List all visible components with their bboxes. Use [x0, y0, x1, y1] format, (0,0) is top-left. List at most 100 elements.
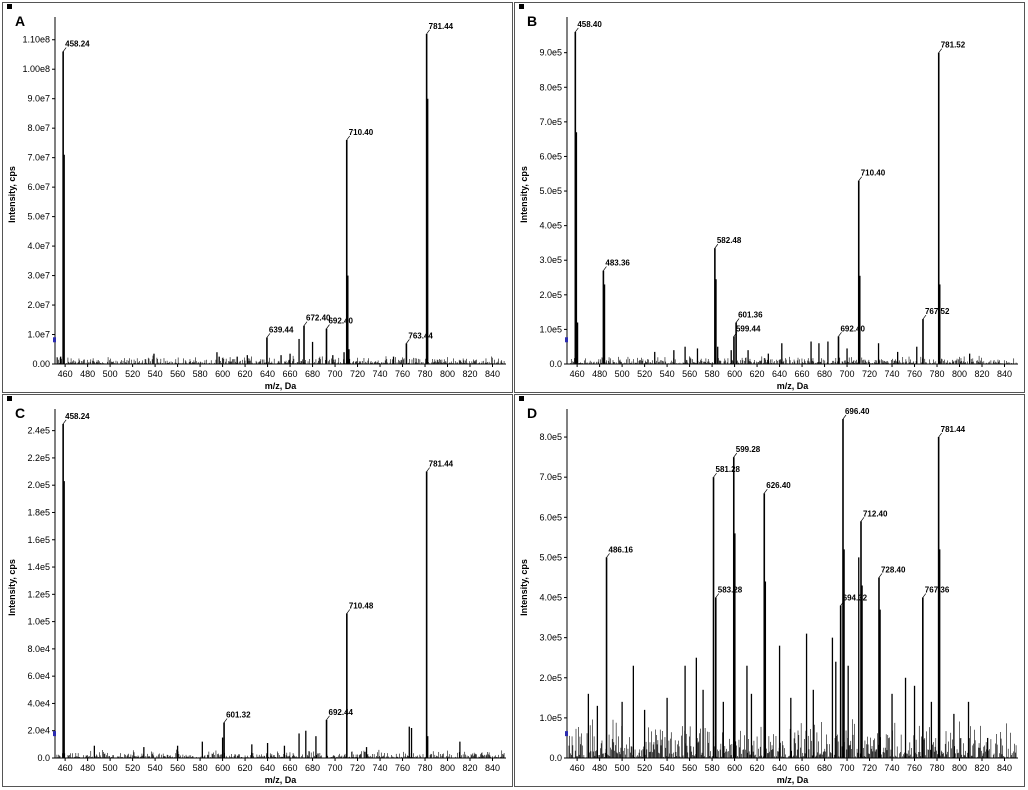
y-tick-label: 1.0e5: [539, 713, 562, 723]
x-tick-label: 740: [373, 369, 388, 379]
x-tick-label: 800: [952, 369, 967, 379]
peak-label: 458.40: [577, 20, 602, 29]
peak-label: 712.40: [863, 509, 888, 518]
x-tick-label: 640: [772, 763, 787, 773]
x-tick-label: 640: [772, 369, 787, 379]
peak-label-leader: [426, 29, 430, 35]
x-tick-label: 680: [305, 369, 320, 379]
x-tick-label: 640: [260, 763, 275, 773]
peak-label-leader: [922, 593, 927, 598]
y-tick-label: 8.0e5: [539, 82, 562, 92]
corner-marker: [7, 396, 12, 401]
x-tick-label: 840: [997, 369, 1012, 379]
x-tick-label: 580: [705, 369, 720, 379]
peak-label-leader: [62, 419, 67, 425]
x-tick-label: 800: [440, 369, 455, 379]
x-tick-label: 560: [170, 369, 185, 379]
y-tick-label: 2.2e5: [27, 453, 50, 463]
y-tick-label: 1.0e5: [27, 617, 50, 627]
chart-panel-b: B 0.0 1.0e5 2.0e5 3.0e5 4.0e5 5.0e5 6.0e5 7.0e5…: [514, 2, 1025, 393]
y-tick-label: 6.0e5: [539, 512, 562, 522]
x-tick-label: 780: [418, 763, 433, 773]
y-tick-label: 4.0e5: [539, 593, 562, 603]
peak-label-leader: [860, 517, 865, 522]
peak-label-leader: [326, 715, 330, 721]
y-tick-label: 1.4e5: [27, 562, 50, 572]
y-tick-label: 7.0e5: [539, 472, 562, 482]
x-tick-label: 560: [682, 763, 697, 773]
peak-label: 483.36: [605, 259, 630, 268]
corner-marker: [519, 4, 524, 9]
x-tick-label: 540: [660, 763, 675, 773]
peak-label-leader: [426, 467, 430, 472]
x-tick-label: 700: [840, 369, 855, 379]
x-tick-label: 820: [462, 369, 477, 379]
panel-label: D: [527, 405, 538, 421]
x-tick-label: 480: [80, 763, 95, 773]
peak-label-leader: [713, 472, 717, 478]
x-tick-label: 760: [907, 763, 922, 773]
peak-label: 486.16: [609, 545, 634, 554]
peak-label-leader: [575, 27, 579, 33]
x-tick-label: 780: [418, 369, 433, 379]
x-tick-label: 640: [260, 369, 275, 379]
y-tick-label: 1.0e7: [27, 330, 50, 340]
peak-label: 710.48: [349, 601, 374, 610]
y-tick-label: 5.0e5: [539, 186, 562, 196]
y-tick-label: 1.0e5: [539, 324, 562, 334]
x-tick-label: 460: [570, 763, 585, 773]
x-tick-label: 600: [727, 763, 742, 773]
y-tick-label: 2.0e5: [539, 673, 562, 683]
peak-label: 763.44: [408, 331, 433, 340]
x-tick-label: 620: [238, 369, 253, 379]
peak-label-leader: [878, 573, 883, 578]
x-tick-label: 760: [395, 369, 410, 379]
y-tick-label: 8.0e5: [539, 432, 562, 442]
peak-label: 781.44: [429, 22, 454, 31]
x-tick-label: 700: [328, 369, 343, 379]
peak-label-leader: [223, 718, 228, 723]
x-tick-label: 480: [592, 763, 607, 773]
x-tick-label: 840: [485, 763, 500, 773]
chart-panel-a: A 0.00 1.0e7 2.0e7 3.0e7 4.0e7 5.0e7 6.0e7 7.0e…: [2, 2, 513, 393]
x-tick-label: 720: [862, 763, 877, 773]
y-axis-label: Intensity, cps: [7, 559, 17, 616]
corner-marker: [7, 4, 12, 9]
y-axis-label: Intensity, cps: [519, 559, 529, 616]
y-axis-label: Intensity, cps: [7, 166, 17, 223]
x-tick-label: 740: [373, 763, 388, 773]
x-tick-label: 820: [974, 369, 989, 379]
x-axis-label: m/z, Da: [265, 381, 298, 391]
peak-label: 601.32: [226, 711, 251, 720]
x-tick-label: 540: [660, 369, 675, 379]
peak-label: 728.40: [881, 565, 906, 574]
x-tick-label: 460: [58, 763, 73, 773]
x-tick-label: 840: [485, 369, 500, 379]
peak-label-leader: [715, 593, 720, 598]
x-tick-label: 700: [328, 763, 343, 773]
y-tick-label: 0.0: [37, 753, 50, 763]
peak-label: 781.44: [941, 425, 966, 434]
peak-label-leader: [938, 432, 942, 438]
y-tick-label: 0.0: [549, 753, 562, 763]
peak-label: 672.40: [306, 314, 331, 323]
peak-label-leader: [346, 609, 351, 614]
peak-label-leader: [266, 333, 271, 338]
y-tick-label: 2.0e5: [539, 290, 562, 300]
y-tick-label: 1.00e8: [22, 64, 50, 74]
chart-panel-d: D 0.0 1.0e5 2.0e5 3.0e5 4.0e5 5.0e5 6.0e5 7.0e5…: [514, 394, 1025, 787]
x-tick-label: 720: [862, 369, 877, 379]
x-tick-label: 620: [750, 369, 765, 379]
peak-label: 767.52: [925, 307, 950, 316]
peak-label-leader: [603, 266, 607, 271]
peak-label-leader: [763, 489, 768, 494]
peak-label: 458.24: [65, 412, 90, 421]
peak-label-leader: [938, 48, 943, 53]
peak-label: 710.40: [861, 169, 886, 178]
peak-label-leader: [733, 452, 738, 458]
x-tick-label: 680: [305, 763, 320, 773]
peak-label-leader: [406, 339, 410, 344]
spectrum-chart-a: 0.00 1.0e7 2.0e7 3.0e7 4.0e7 5.0e7 6.0e7 7.0e7 8…: [7, 17, 506, 391]
x-tick-label: 540: [148, 763, 163, 773]
peak-label: 582.48: [717, 236, 742, 245]
